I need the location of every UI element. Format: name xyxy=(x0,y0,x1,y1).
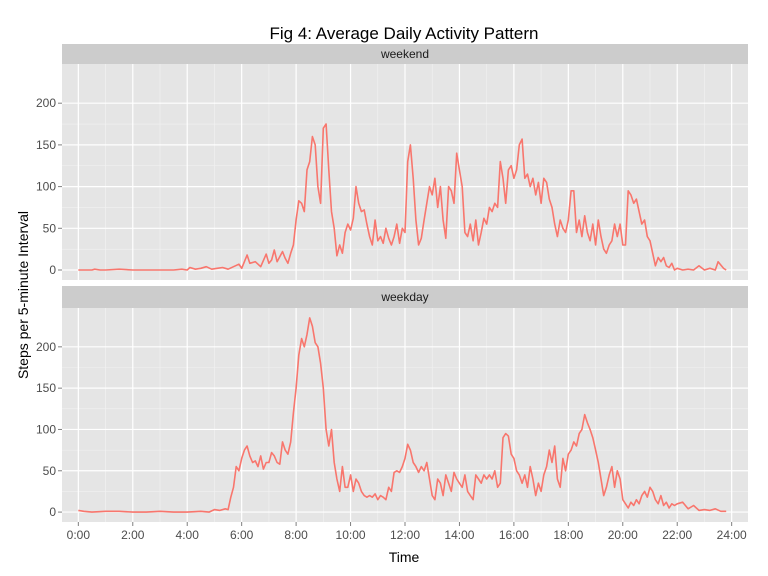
y-tick-label: 0 xyxy=(49,263,56,277)
facet-panel-weekend: weekend 0 50 100 150 200 xyxy=(36,44,748,280)
y-tick-label: 100 xyxy=(36,422,56,436)
y-tick-label: 150 xyxy=(36,138,56,152)
x-tick-label: 18:00 xyxy=(553,528,583,542)
facet-strip xyxy=(62,44,748,64)
x-tick-label: 12:00 xyxy=(390,528,420,542)
facet-panels: weekend 0 50 100 150 200 weekday 0 50 100 150 200 xyxy=(36,44,748,522)
facet-panel-weekday: weekday 0 50 100 150 200 xyxy=(36,286,748,522)
y-axis-title: Steps per 5-minute Interval xyxy=(15,211,31,379)
y-tick-label: 150 xyxy=(36,381,56,395)
x-tick-label: 4:00 xyxy=(176,528,200,542)
x-tick-label: 2:00 xyxy=(121,528,145,542)
x-tick-label: 0:00 xyxy=(67,528,91,542)
gridlines xyxy=(62,64,748,280)
y-axis-weekend: 0 50 100 150 200 xyxy=(36,96,62,277)
y-tick-label: 0 xyxy=(49,505,56,519)
facet-strip-label: weekday xyxy=(380,290,428,304)
x-tick-label: 14:00 xyxy=(444,528,474,542)
y-tick-label: 50 xyxy=(43,464,57,478)
facet-strip-label: weekend xyxy=(380,47,429,61)
y-axis-weekday: 0 50 100 150 200 xyxy=(36,340,62,519)
series-line-weekday xyxy=(78,317,727,513)
x-tick-label: 16:00 xyxy=(499,528,529,542)
y-tick-label: 100 xyxy=(36,180,56,194)
series-line-weekend xyxy=(78,123,727,271)
x-tick-label: 24:00 xyxy=(717,528,747,542)
x-tick-label: 10:00 xyxy=(336,528,366,542)
y-tick-label: 50 xyxy=(43,221,57,235)
x-tick-label: 8:00 xyxy=(284,528,308,542)
x-tick-label: 20:00 xyxy=(608,528,638,542)
x-tick-label: 6:00 xyxy=(230,528,254,542)
x-tick-label: 22:00 xyxy=(662,528,692,542)
x-axis: 0:00 2:00 4:00 6:00 8:00 10:00 12:00 14:00 16:00… xyxy=(67,522,747,542)
y-tick-label: 200 xyxy=(36,340,56,354)
chart-title: Fig 4: Average Daily Activity Pattern xyxy=(270,24,539,43)
x-axis-title: Time xyxy=(389,549,420,565)
facet-strip xyxy=(62,286,748,308)
y-tick-label: 200 xyxy=(36,96,56,110)
